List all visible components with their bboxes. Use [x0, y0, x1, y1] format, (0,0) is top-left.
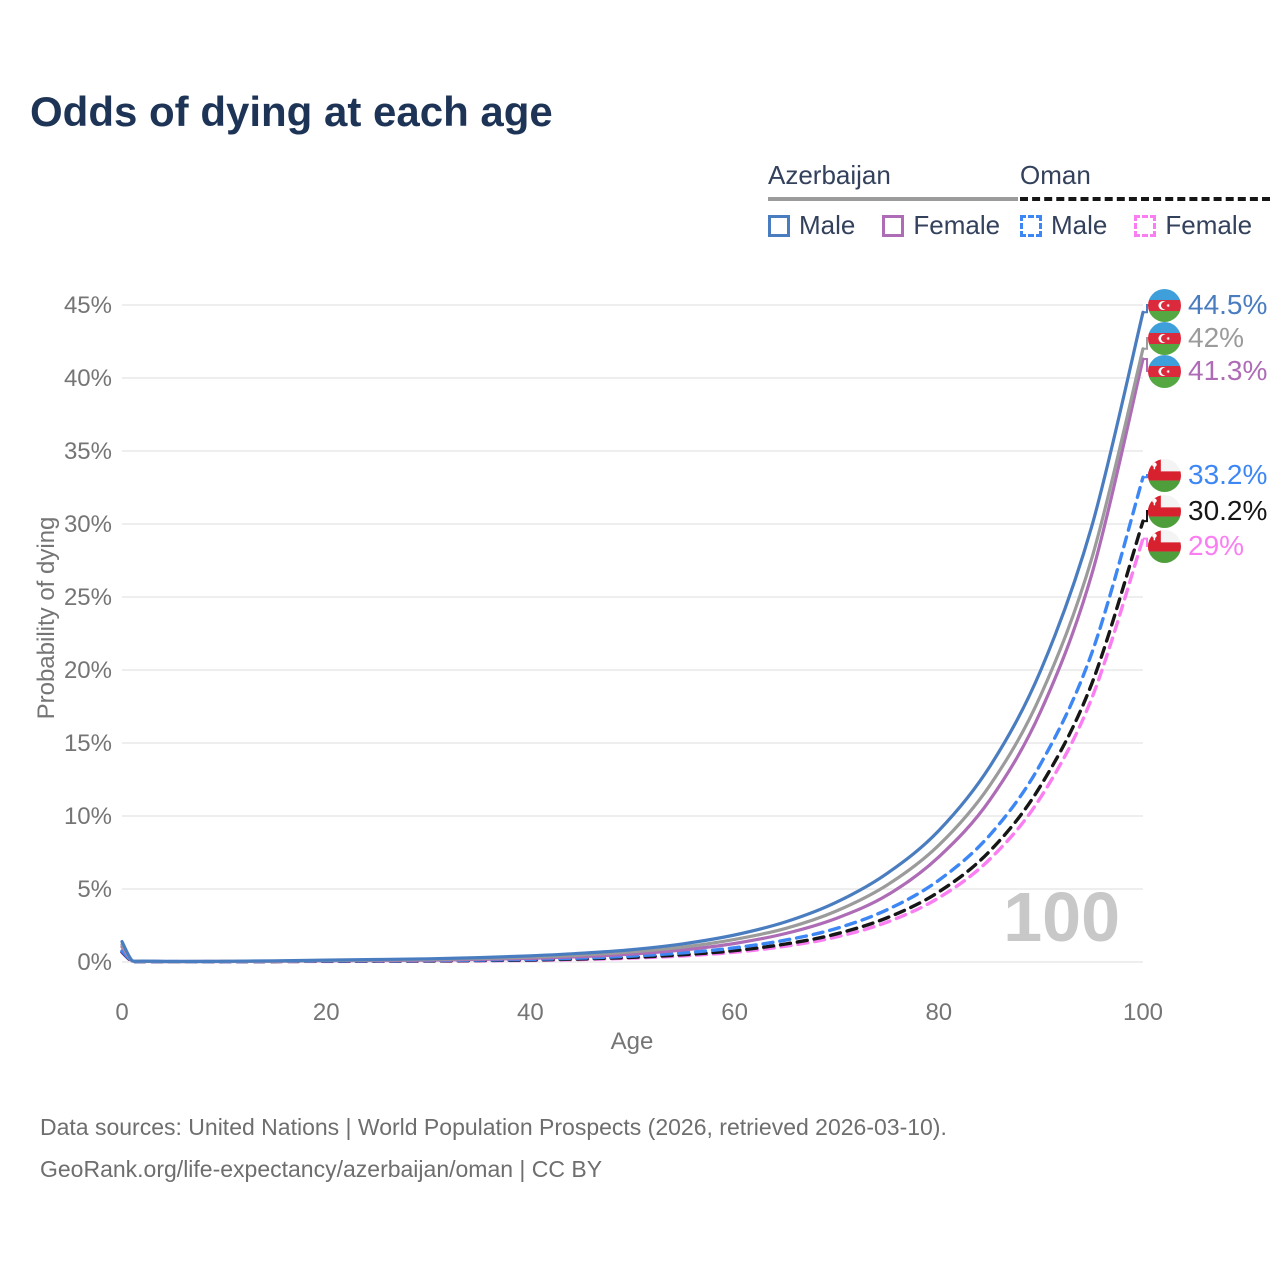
x-tick-label: 40: [517, 999, 544, 1026]
gridlines: [122, 304, 1143, 963]
y-tick-label: 0%: [77, 949, 112, 976]
y-tick-label: 40%: [64, 365, 112, 392]
footer-data-sources: Data sources: United Nations | World Pop…: [40, 1114, 947, 1140]
series-line-azerbaijan-both-sexes: [120, 347, 1145, 964]
footer-attribution: GeoRank.org/life-expectancy/azerbaijan/o…: [40, 1156, 603, 1182]
series-line-oman-female: [120, 536, 1145, 964]
footer: Data sources: United Nations | World Pop…: [40, 1106, 947, 1190]
legend-swatch-oman-female: [1134, 214, 1157, 237]
y-tick-label: 45%: [64, 292, 112, 319]
value-label-azerbaijan-both: 42%: [1148, 321, 1244, 355]
legend-label-azerbaijan-male: Male: [799, 210, 856, 240]
value-label-oman-male: 33.2%: [1148, 458, 1267, 492]
axis-tick-labels: 0% 5% 10% 15% 20% 25% 30% 35% 40% 45% 0 20 40 60 80 100: [64, 292, 1163, 1026]
x-tick-label: 80: [925, 999, 952, 1026]
legend-swatch-azerbaijan-male: [768, 214, 790, 237]
y-tick-label: 15%: [64, 730, 112, 757]
flag-oman-icon: [1148, 459, 1181, 492]
y-tick-label: 25%: [64, 584, 112, 611]
y-axis-title: Probability of dying: [33, 516, 60, 720]
legend-group-oman: Oman Male Female: [1020, 160, 1271, 241]
legend-swatch-oman-male: [1020, 214, 1042, 237]
flag-azerbaijan-icon: [1148, 289, 1181, 322]
value-text-oman-female: 29%: [1188, 530, 1245, 561]
y-tick-label: 30%: [64, 511, 112, 538]
legend-heading-azerbaijan: Azerbaijan: [768, 160, 891, 190]
series-line-oman-both-sexes: [120, 519, 1145, 964]
legend-label-oman-female: Female: [1165, 210, 1253, 240]
value-label-oman-female: 29%: [1148, 529, 1244, 563]
flag-azerbaijan-icon: [1148, 322, 1181, 355]
value-label-oman-both: 30.2%: [1148, 494, 1267, 528]
legend-label-oman-male: Male: [1051, 210, 1108, 240]
y-tick-label: 35%: [64, 438, 112, 465]
flag-oman-icon: [1148, 530, 1181, 563]
x-axis-title: Age: [610, 1028, 654, 1055]
legend-group-azerbaijan: Azerbaijan Male Female: [768, 160, 1019, 241]
value-label-azerbaijan-female: 41.3%: [1148, 354, 1267, 388]
series-line-azerbaijan-female: [120, 357, 1145, 964]
value-text-oman-male: 33.2%: [1188, 459, 1268, 490]
value-text-azerbaijan-both: 42%: [1188, 322, 1245, 353]
legend-underline-oman-dashed-line: [1020, 197, 1271, 201]
x-tick-label: 0: [115, 999, 128, 1026]
value-text-azerbaijan-male: 44.5%: [1188, 289, 1268, 320]
y-tick-label: 10%: [64, 803, 112, 830]
series-lines: [120, 310, 1145, 964]
x-tick-label: 60: [721, 999, 748, 1026]
y-tick-label: 5%: [77, 876, 112, 903]
value-label-azerbaijan-male: 44.5%: [1148, 288, 1267, 322]
watermark-age-100: 100: [1003, 878, 1120, 956]
legend-underline-azerbaijan-solid-line: [768, 197, 1019, 201]
legend-label-azerbaijan-female: Female: [913, 210, 1001, 240]
value-text-azerbaijan-female: 41.3%: [1188, 355, 1268, 386]
x-tick-label: 100: [1123, 999, 1163, 1026]
value-text-oman-both: 30.2%: [1188, 495, 1268, 526]
x-tick-label: 20: [313, 999, 340, 1026]
legend-heading-oman: Oman: [1020, 160, 1091, 190]
y-tick-label: 20%: [64, 657, 112, 684]
series-line-azerbaijan-male: [120, 310, 1145, 963]
page-title: Odds of dying at each age: [30, 88, 553, 135]
legend-swatch-azerbaijan-female: [882, 214, 905, 237]
flag-azerbaijan-icon: [1148, 355, 1181, 388]
flag-oman-icon: [1148, 495, 1181, 528]
